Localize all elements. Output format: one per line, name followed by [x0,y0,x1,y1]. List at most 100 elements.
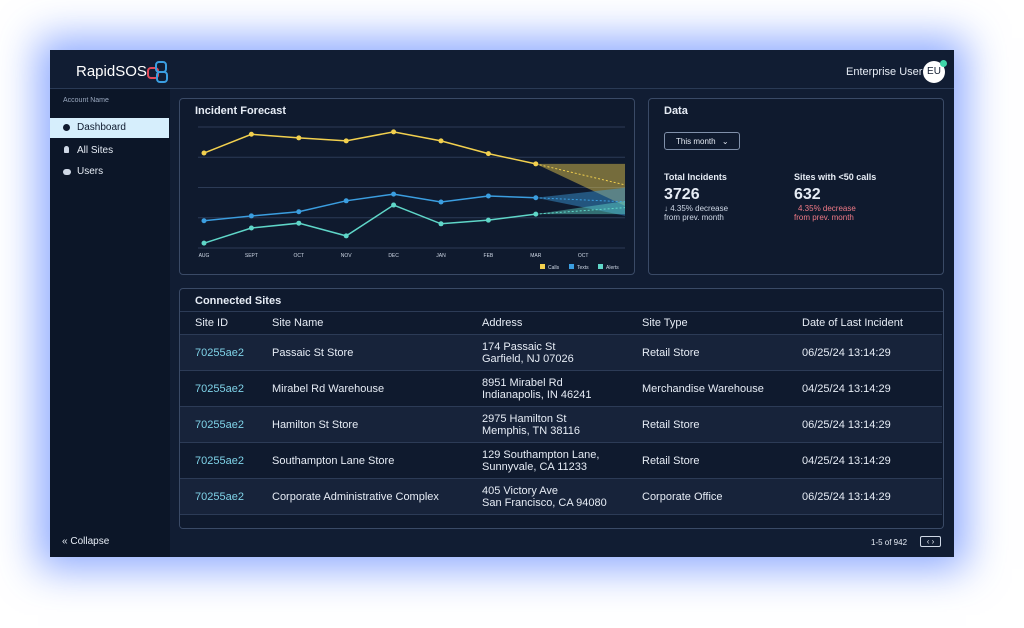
site-id-link[interactable]: 70255ae2 [195,515,244,528]
legend-label: Alerts [606,265,619,271]
brand: RapidSOS [76,63,147,80]
user-name[interactable]: Enterprise User [846,66,923,78]
sites-panel: Connected Sites Site ID Site Name Address S… [179,288,944,529]
forecast-cone [535,187,625,216]
data-point [391,129,397,135]
table-row: 70255ae2 Corporate Administrative Complex… [180,478,942,515]
address-cell: 2975 Hamilton St Memphis, TN 38116 [482,407,580,443]
stat-change: ↓ 4.35% decrease [664,204,729,213]
column-header: Site ID [195,317,229,329]
nav-item[interactable]: Users [77,166,104,177]
address-line: 11153 Mulberry Ave [482,527,578,528]
data-point [343,233,349,239]
status-dot [940,60,947,67]
legend-swatch [569,264,574,269]
data-point [391,202,397,208]
data-point [485,151,491,157]
collapse-label: Collapse [70,536,110,547]
address-line: 8951 Mirabel Rd [482,377,563,389]
stat-label: Sites with <50 calls [794,172,877,182]
table-cell: Corporate Office [642,491,723,503]
address-line: 129 Southampton Lane, [482,449,600,461]
forecast-line [535,207,626,215]
address-line: Memphis, TN 38116 [482,425,581,437]
x-tick-label: JAN [436,253,446,259]
sidebar [50,89,170,557]
nav-item[interactable]: All Sites [77,145,114,156]
data-point [201,150,207,156]
address-line: Sunnyvale, CA 11233 [482,461,587,473]
table-cell: 04/25/24 13:14:29 [802,455,891,467]
site-id-link[interactable]: 70255ae2 [195,491,244,503]
table-cell: Warehouse [642,515,698,528]
series-line [203,131,536,165]
data-point [248,131,254,137]
forecast-cone [535,163,625,206]
table-cell: 06/25/24 13:14:29 [802,491,891,503]
x-tick-label: AUG [199,253,210,259]
forecast-panel: Incident Forecast AUG SEPT OCT NOV DEC JAN FEB… [179,98,635,275]
table-row: 70255ae2 Passaic St Store 174 Passaic St Ga… [180,334,942,371]
table-row: 70255ae2 Southampton Lane Store 129 Southa… [180,442,942,479]
x-tick-label: DEC [388,253,399,259]
data-point [201,240,207,246]
stat-change: 4.35% decrease [798,204,856,213]
column-header: Site Type [642,317,688,329]
data-point [343,138,349,144]
header-row: Site ID Site Name Address Site Type Date of … [180,311,943,335]
x-tick-label: MAR [530,253,542,259]
data-point [343,198,349,204]
address-line: Garfield, NJ 07026 [482,353,574,365]
data-point [485,193,491,199]
series-line [203,193,536,222]
sites-table: Site ID Site Name Address Site Type Date of … [180,311,943,528]
table-cell: Merchandise Warehouse [642,383,764,395]
site-id-link[interactable]: 70255ae2 [195,419,244,431]
table-cell: Passaic St Store [272,347,354,359]
data-point [533,161,539,167]
series-line [203,204,536,244]
data-point [485,217,491,223]
table-cell: Retail Store [642,419,700,431]
chart: AUG SEPT OCT NOV DEC JAN FEB MAR OCT Calls Texts Al… [198,126,626,271]
table-cell: Southampton Lane Store [272,455,395,467]
address-line: San Francisco, CA 94080 [482,497,607,509]
table-cell: Corporate Administrative Complex [272,491,439,503]
data-point [296,209,302,215]
forecast-line [535,197,626,203]
period-dropdown[interactable]: This month ⌄ [664,132,740,150]
x-tick-label: NOV [341,253,353,259]
site-id-link[interactable]: 70255ae2 [195,455,244,467]
table-row: 70255ae2 Mirabel Rd Warehouse 8951 Mirabel… [180,370,942,407]
pager-buttons[interactable]: ‹ › [920,536,941,547]
nav-icon [64,146,69,153]
brand-logo [147,61,168,83]
legend-label: Calls [548,265,560,271]
address-cell: 11153 Mulberry Ave [482,515,578,528]
avatar[interactable]: EU [923,61,945,83]
table-cell: 06/25/24 13:14:29 [802,419,891,431]
site-id-link[interactable]: 70255ae2 [195,347,244,359]
table-cell: Factory FedEx Freight [272,515,381,528]
table-cell: Mirabel Rd Warehouse [272,383,385,395]
stat-note: from prev. month [794,213,854,222]
collapse-button[interactable]: « Collapse [62,536,109,547]
nav-item[interactable]: Dashboard [50,118,169,138]
table-cell: 06/25/24 13:14:29 [802,347,891,359]
address-cell: 8951 Mirabel Rd Indianapolis, IN 46241 [482,371,591,407]
data-point [296,135,302,141]
column-header: Address [482,317,523,329]
panel-title: Data [664,105,688,117]
legend-swatch [540,264,545,269]
dropdown-label: This month [676,137,716,146]
data-point [296,220,302,226]
address-cell: 174 Passaic St Garfield, NJ 07026 [482,335,574,371]
nav-icon [63,124,70,131]
table-cell: Hamilton St Store [272,419,359,431]
nav-icon [63,169,71,175]
x-tick-label: FEB [484,253,494,259]
x-tick-label: OCT [578,253,589,259]
data-point [438,199,444,205]
site-id-link[interactable]: 70255ae2 [195,383,244,395]
